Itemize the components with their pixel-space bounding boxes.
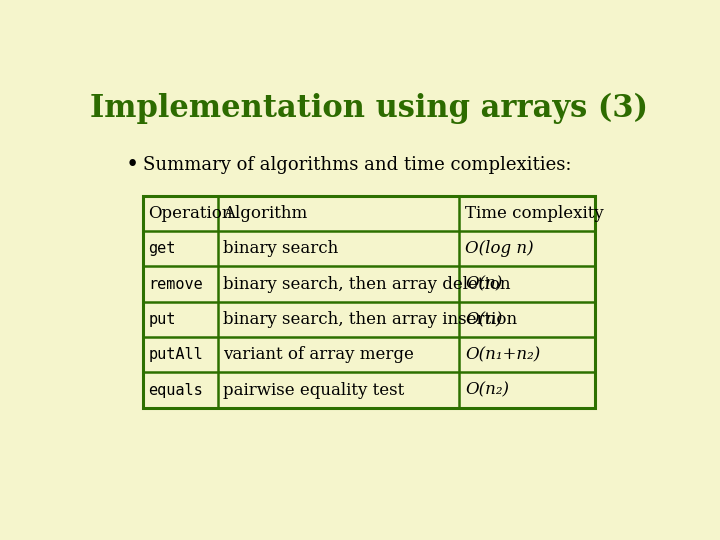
Text: Implementation using arrays (3): Implementation using arrays (3) — [90, 93, 648, 124]
Text: •: • — [125, 153, 138, 176]
Text: get: get — [148, 241, 176, 256]
Text: binary search, then array insertion: binary search, then array insertion — [223, 311, 517, 328]
Text: variant of array merge: variant of array merge — [223, 346, 414, 363]
Text: Summary of algorithms and time complexities:: Summary of algorithms and time complexit… — [143, 156, 572, 173]
Text: equals: equals — [148, 383, 203, 397]
Text: Operation: Operation — [148, 205, 233, 222]
Text: O(n₂): O(n₂) — [465, 382, 509, 399]
Text: O(log n): O(log n) — [465, 240, 534, 257]
Text: O(n): O(n) — [465, 311, 503, 328]
Text: O(n₁+n₂): O(n₁+n₂) — [465, 346, 540, 363]
Text: Algorithm: Algorithm — [223, 205, 307, 222]
Text: binary search: binary search — [223, 240, 338, 257]
Text: put: put — [148, 312, 176, 327]
Text: O(n): O(n) — [465, 275, 503, 293]
Text: remove: remove — [148, 276, 203, 292]
Text: binary search, then array deletion: binary search, then array deletion — [223, 275, 510, 293]
Text: Time complexity: Time complexity — [465, 205, 604, 222]
Bar — [143, 196, 595, 408]
Text: putAll: putAll — [148, 347, 203, 362]
Text: pairwise equality test: pairwise equality test — [223, 382, 405, 399]
